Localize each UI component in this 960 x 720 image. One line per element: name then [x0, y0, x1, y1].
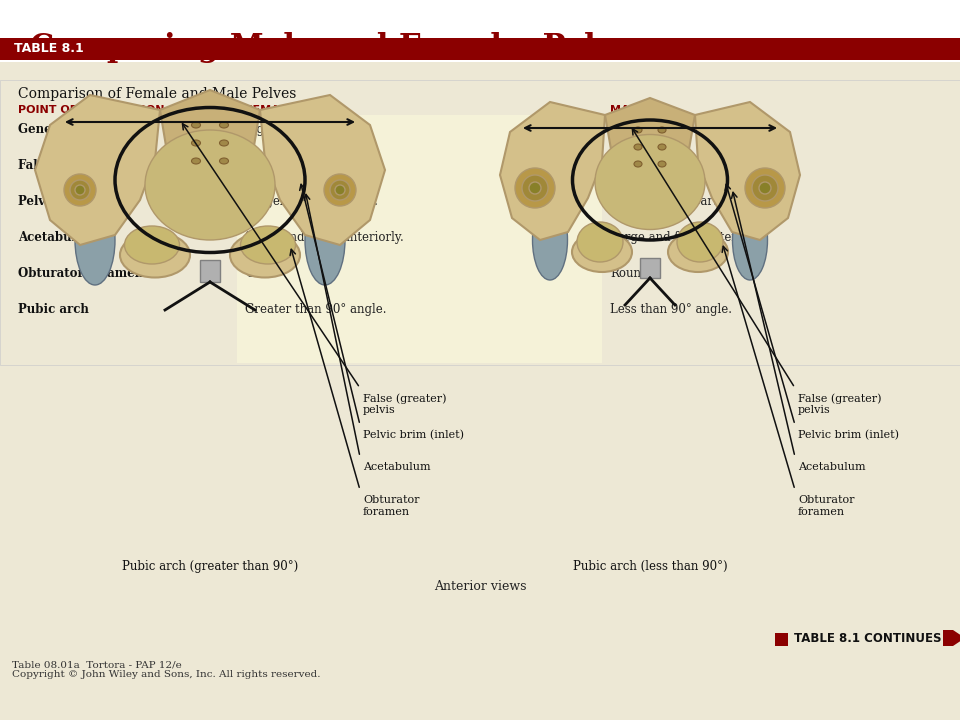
Ellipse shape — [634, 144, 642, 150]
Ellipse shape — [145, 130, 275, 240]
Text: Small and faces anteriorly.: Small and faces anteriorly. — [245, 231, 404, 244]
Text: Table 08.01a  Tortora - PAP 12/e
Copyright © John Wiley and Sons, Inc. All right: Table 08.01a Tortora - PAP 12/e Copyrigh… — [12, 660, 321, 680]
Text: Comparing Male and Female  Pelves: Comparing Male and Female Pelves — [30, 32, 650, 63]
Text: Acetabulum: Acetabulum — [363, 462, 431, 472]
Text: Pubic arch (less than 90°): Pubic arch (less than 90°) — [573, 560, 728, 573]
Ellipse shape — [241, 226, 296, 264]
Circle shape — [515, 168, 555, 208]
Bar — [0, 0, 960, 62]
FancyArrow shape — [943, 630, 960, 646]
Text: Larger and more oval.: Larger and more oval. — [245, 195, 378, 208]
Ellipse shape — [595, 135, 705, 230]
Text: Less than 90° angle.: Less than 90° angle. — [610, 303, 732, 316]
Text: Shallow.: Shallow. — [245, 159, 295, 172]
Polygon shape — [35, 95, 160, 245]
Ellipse shape — [668, 232, 728, 272]
Circle shape — [335, 185, 345, 195]
Circle shape — [745, 168, 785, 208]
Text: Pubic arch (greater than 90°): Pubic arch (greater than 90°) — [122, 560, 299, 573]
Text: Heavy and thick.: Heavy and thick. — [610, 123, 710, 136]
Bar — [775, 633, 788, 646]
Text: Pelvic brim (inlet): Pelvic brim (inlet) — [18, 195, 138, 208]
Text: Smaller and heart-shaped.: Smaller and heart-shaped. — [610, 195, 768, 208]
Text: Obturator
foramen: Obturator foramen — [363, 495, 420, 517]
Bar — [640, 258, 660, 278]
Ellipse shape — [230, 233, 300, 277]
Bar — [0, 38, 960, 60]
Text: Acetabulum: Acetabulum — [798, 462, 866, 472]
Ellipse shape — [125, 226, 180, 264]
Ellipse shape — [732, 200, 767, 280]
Text: Pelvic brim (inlet): Pelvic brim (inlet) — [798, 430, 899, 441]
Bar — [237, 115, 602, 363]
Circle shape — [759, 182, 771, 194]
Bar — [0, 80, 960, 365]
Text: False (greater)
pelvis: False (greater) pelvis — [363, 393, 446, 415]
Circle shape — [70, 180, 90, 200]
Text: Round.: Round. — [610, 267, 652, 280]
Text: MALE: MALE — [610, 105, 644, 115]
Text: POINT OF COMPARISON: POINT OF COMPARISON — [18, 105, 164, 115]
Ellipse shape — [577, 222, 623, 262]
Polygon shape — [605, 98, 695, 188]
Text: Acetabulum: Acetabulum — [18, 231, 97, 244]
Circle shape — [752, 175, 778, 201]
Ellipse shape — [634, 161, 642, 167]
Circle shape — [324, 174, 356, 206]
Circle shape — [75, 185, 85, 195]
Text: False (greater) pelvis: False (greater) pelvis — [18, 159, 158, 172]
Polygon shape — [160, 90, 260, 185]
Ellipse shape — [220, 122, 228, 128]
Ellipse shape — [572, 232, 632, 272]
Ellipse shape — [533, 200, 567, 280]
Text: TABLE 8.1: TABLE 8.1 — [14, 42, 84, 55]
Text: Light and thin.: Light and thin. — [245, 123, 333, 136]
Polygon shape — [500, 102, 605, 240]
Ellipse shape — [191, 122, 201, 128]
Ellipse shape — [75, 195, 115, 285]
Text: Pubic arch: Pubic arch — [18, 303, 89, 316]
Polygon shape — [260, 95, 385, 245]
Ellipse shape — [220, 158, 228, 164]
Ellipse shape — [658, 127, 666, 133]
Text: Large and faces laterally.: Large and faces laterally. — [610, 231, 760, 244]
Ellipse shape — [120, 233, 190, 277]
Circle shape — [64, 174, 96, 206]
Text: Obturator
foramen: Obturator foramen — [798, 495, 854, 517]
Circle shape — [522, 175, 548, 201]
Ellipse shape — [191, 158, 201, 164]
Text: Anterior views: Anterior views — [434, 580, 526, 593]
Ellipse shape — [634, 127, 642, 133]
Text: FEMALE: FEMALE — [245, 105, 295, 115]
Text: Pelvic brim (inlet): Pelvic brim (inlet) — [363, 430, 464, 441]
Text: False (greater)
pelvis: False (greater) pelvis — [798, 393, 881, 415]
Circle shape — [330, 180, 350, 200]
Ellipse shape — [191, 140, 201, 146]
Ellipse shape — [677, 222, 723, 262]
Text: General structure: General structure — [18, 123, 135, 136]
Circle shape — [529, 182, 541, 194]
Text: Obturator foramen: Obturator foramen — [18, 267, 143, 280]
Polygon shape — [695, 102, 800, 240]
Text: TABLE 8.1 CONTINUES: TABLE 8.1 CONTINUES — [794, 631, 942, 644]
Text: Oval.: Oval. — [245, 267, 276, 280]
Ellipse shape — [658, 161, 666, 167]
Text: Deep.: Deep. — [610, 159, 645, 172]
Text: Greater than 90° angle.: Greater than 90° angle. — [245, 303, 387, 316]
Text: Comparison of Female and Male Pelves: Comparison of Female and Male Pelves — [18, 87, 297, 101]
Ellipse shape — [305, 195, 345, 285]
Bar — [200, 260, 220, 282]
Ellipse shape — [658, 144, 666, 150]
Ellipse shape — [220, 140, 228, 146]
